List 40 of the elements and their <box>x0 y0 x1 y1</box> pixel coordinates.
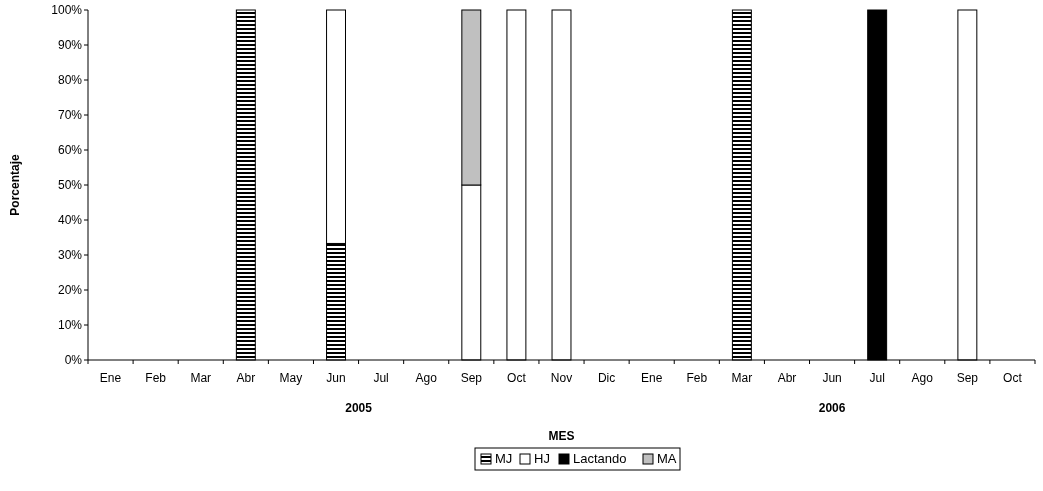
x-tick-label: Jun <box>822 371 842 385</box>
x-tick-label: Mar <box>731 371 753 385</box>
x-tick-label: Mar <box>190 371 212 385</box>
y-tick-label: 80% <box>57 73 83 88</box>
text: 2005 <box>345 401 373 415</box>
y-tick-label: 0% <box>64 353 83 368</box>
x-tick-label: Ago <box>415 371 438 385</box>
legend-label: HJ <box>534 451 550 466</box>
x-tick-label: Ene <box>641 371 663 385</box>
y-tick-label: 50% <box>57 178 83 193</box>
x-tick-label: Oct <box>507 371 527 385</box>
x-tick-label: Abr <box>777 371 797 385</box>
y-tick-label: 10% <box>57 318 83 333</box>
y-tick-label: 30% <box>57 248 83 263</box>
y-tick-label: 100% <box>51 3 83 18</box>
x-tick-label: Ene <box>99 371 122 385</box>
y-axis-title: Porcentaje <box>8 153 22 216</box>
x-tick-label: Jul <box>869 371 885 385</box>
x-tick-label: Abr <box>236 371 256 385</box>
legend-label: MJ <box>495 451 513 466</box>
x-tick-label: May <box>279 371 303 385</box>
x-tick-label: Jun <box>326 371 346 385</box>
x-tick-label: Feb <box>686 371 708 385</box>
x-tick-label: Jul <box>373 371 389 385</box>
legend-label: Lactando <box>573 451 627 466</box>
legend-label: MA <box>657 451 677 466</box>
text: 2006 <box>818 401 846 415</box>
x-tick-label: Dic <box>597 371 616 385</box>
x-tick-label: Sep <box>460 371 483 385</box>
x-tick-label: Sep <box>956 371 979 385</box>
y-tick-label: 60% <box>57 143 83 158</box>
y-tick-label: 20% <box>57 283 83 298</box>
x-tick-label: Feb <box>145 371 167 385</box>
y-tick-label: 70% <box>57 108 83 123</box>
x-axis-title: MES <box>548 429 575 443</box>
y-tick-label: 40% <box>57 213 83 228</box>
x-tick-label: Ago <box>911 371 934 385</box>
y-tick-label: 90% <box>57 38 83 53</box>
x-tick-label: Nov <box>550 371 573 385</box>
x-tick-label: Oct <box>1003 371 1023 385</box>
